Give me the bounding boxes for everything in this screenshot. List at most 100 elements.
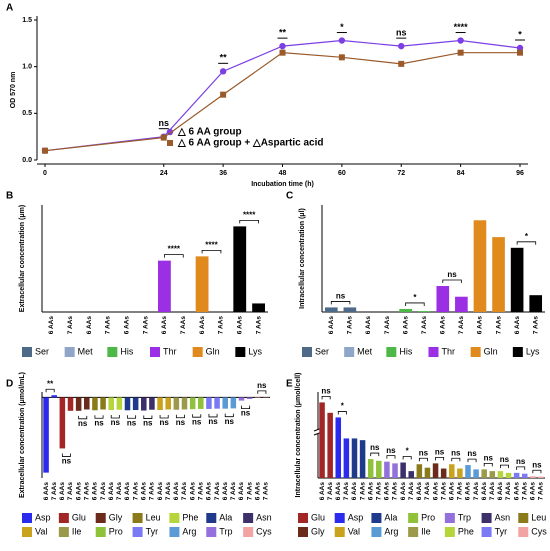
x-tick-label: 6 AAs: [384, 482, 391, 501]
significance: ns: [127, 418, 137, 427]
sig-bracket: [418, 457, 428, 462]
sig-bracket: [405, 302, 425, 306]
x-tick-label: 7 AAs: [181, 482, 188, 501]
significance: ns: [467, 449, 477, 458]
bar: [141, 397, 147, 411]
legend-swatch: [518, 527, 529, 537]
legend-swatch: [206, 527, 217, 537]
bar: [497, 471, 504, 478]
significance: ns: [396, 28, 407, 38]
y-axis-label: Extracellular concentration (μmol/mL): [19, 372, 26, 498]
legend-label: Asn: [495, 512, 511, 522]
legend-label: △ 6 AA group: [177, 127, 242, 138]
x-tick-label: 6 AAs: [124, 482, 131, 501]
x-tick-label: 6 AAs: [92, 482, 99, 501]
significance: ns: [532, 460, 542, 469]
legend-label: Asp: [35, 512, 51, 522]
legend-swatch: [64, 347, 75, 357]
significance: ns: [516, 457, 526, 466]
x-tick-label: 6 AAs: [328, 316, 335, 335]
x-tick-label: 7 AAs: [255, 316, 262, 335]
legend-swatch: [481, 527, 492, 537]
legend-label: His: [399, 346, 412, 356]
legend-swatch: [371, 527, 382, 537]
legend-label: Cys: [256, 526, 272, 536]
legend-swatch: [518, 513, 529, 523]
x-tick-label: 7 AAs: [532, 316, 539, 335]
x-tick-label: 7 AAs: [457, 482, 464, 501]
legend-swatch: [243, 527, 254, 537]
legend-swatch: [302, 347, 312, 357]
legend-label: Gln: [206, 346, 220, 356]
bar: [367, 459, 374, 478]
bar: [473, 220, 487, 312]
bar: [473, 469, 479, 478]
legend-swatch: [470, 347, 481, 357]
significance: *: [341, 402, 345, 411]
x-tick-label: 6 AAs: [222, 482, 229, 501]
x-tick-label: 60: [338, 170, 346, 177]
sig-bracket: [386, 455, 396, 459]
legend-swatch: [206, 513, 217, 523]
bar: [489, 471, 496, 478]
bar: [157, 397, 163, 411]
x-tick-label: 96: [516, 170, 524, 177]
bar: [51, 395, 57, 398]
sig-bracket: [224, 413, 234, 418]
point: [457, 37, 464, 44]
sig-bracket: [241, 405, 251, 409]
x-tick-label: 6 AAs: [173, 482, 180, 501]
legend-label: Arg: [182, 526, 196, 536]
sig-bracket: [402, 456, 412, 460]
legend-swatch: [132, 527, 143, 537]
point: [279, 42, 286, 50]
x-tick-label: 6 AAs: [199, 316, 206, 335]
sig-bracket: [175, 414, 185, 419]
legend-label: Met: [78, 346, 94, 356]
legend-swatch: [95, 527, 106, 537]
x-tick-label: 7 AAs: [376, 482, 383, 501]
x-tick-label: 7 AAs: [67, 316, 74, 335]
legend-label: Gln: [484, 346, 498, 356]
significance: **: [279, 28, 287, 38]
sig-bracket: [370, 452, 380, 457]
significance: ****: [168, 245, 181, 254]
x-tick-label: 7 AAs: [521, 482, 528, 501]
x-axis-label: Incubation time (h): [251, 181, 314, 188]
bar: [510, 247, 524, 312]
x-tick-label: 6 AAs: [530, 482, 537, 501]
sig-bracket: [516, 241, 537, 245]
point: [516, 44, 524, 52]
legend-swatch: [235, 347, 246, 357]
significance: ns: [447, 270, 457, 279]
bar: [75, 397, 82, 411]
significance: ns: [94, 418, 104, 427]
bar: [198, 397, 204, 409]
point: [457, 49, 464, 56]
bar: [319, 402, 325, 478]
significance: ns: [111, 418, 121, 427]
legend-swatch: [22, 347, 32, 357]
x-tick-label: 6 AAs: [206, 482, 213, 501]
bar: [255, 396, 261, 398]
legend-label: Trp: [458, 512, 471, 522]
bar: [59, 397, 66, 449]
x-tick-label: 6 AAs: [86, 316, 93, 335]
point: [220, 91, 227, 98]
legend-label: Pro: [109, 526, 123, 536]
significance: ns: [321, 387, 331, 396]
x-tick-label: 6 AAs: [513, 482, 520, 501]
point: [338, 54, 345, 61]
bar: [538, 476, 544, 478]
legend-label: Phe: [458, 526, 474, 536]
legend-label: His: [120, 346, 133, 356]
sig-bracket: [143, 415, 153, 419]
significance: ns: [192, 417, 202, 426]
x-tick-label: 7 AAs: [198, 482, 205, 501]
legend-swatch: [150, 347, 160, 357]
bar: [343, 307, 357, 312]
bar: [343, 438, 350, 478]
bar: [84, 397, 90, 410]
x-tick-label: 7 AAs: [327, 482, 334, 501]
significance: ns: [208, 417, 218, 426]
